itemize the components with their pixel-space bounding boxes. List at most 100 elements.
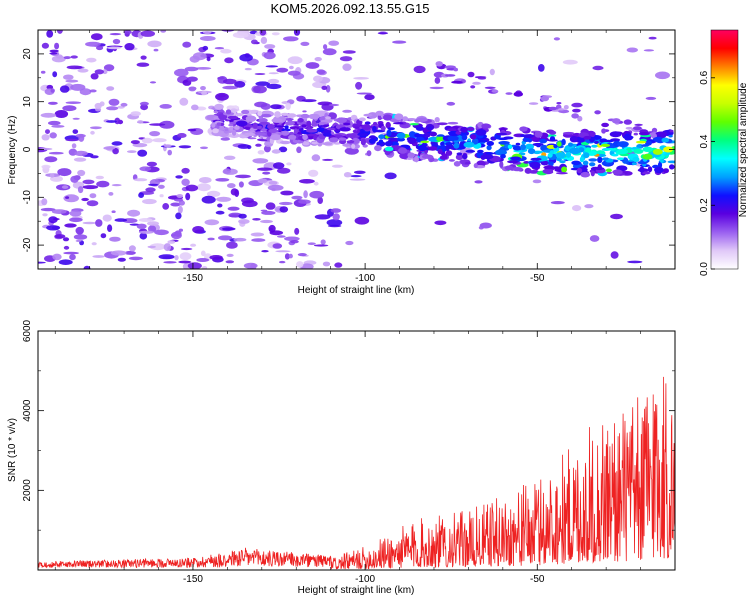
heatmap-cell [355, 81, 363, 90]
heatmap-cell [268, 181, 278, 185]
heatmap-cell [385, 121, 391, 129]
heatmap-cell [408, 118, 416, 121]
heatmap-cell [77, 169, 86, 177]
heatmap-cell [297, 253, 307, 257]
heatmap-cell [265, 202, 276, 210]
heatmap-cell [206, 190, 221, 197]
heatmap-cell [524, 167, 532, 174]
heatmap-cell [568, 142, 573, 147]
heatmap-cell [252, 158, 269, 164]
heatmap-cell [159, 104, 172, 109]
heatmap-cell [286, 113, 297, 118]
heatmap-cell [262, 136, 268, 140]
heatmap-cell [322, 142, 333, 146]
heatmap-cell [308, 113, 320, 120]
heatmap-cell [46, 84, 54, 90]
heatmap-cell [326, 127, 336, 131]
heatmap-cell [73, 234, 88, 240]
heatmap-cell [196, 258, 210, 262]
heatmap-cell [274, 111, 281, 118]
heatmap-cell [463, 141, 475, 148]
heatmap-cell [439, 155, 448, 160]
y-tick-label: 4000 [22, 399, 33, 422]
heatmap-cell [200, 250, 206, 257]
heatmap-cell [82, 221, 97, 225]
heatmap-cell [553, 37, 561, 41]
heatmap-cell [633, 148, 644, 154]
heatmap-cell [342, 63, 352, 71]
heatmap-cell [283, 36, 299, 42]
heatmap-cell [626, 47, 638, 53]
y-tick-label: -10 [22, 190, 33, 205]
heatmap-cell [358, 117, 366, 122]
heatmap-cell [123, 30, 132, 35]
heatmap-cell [92, 255, 105, 258]
heatmap-cell [48, 101, 58, 105]
heatmap-cell [565, 151, 572, 158]
heatmap-cell [284, 118, 294, 121]
heatmap-cell [373, 121, 378, 126]
heatmap-cell [284, 121, 295, 126]
heatmap-cell [333, 142, 341, 145]
heatmap-cell [71, 143, 77, 149]
heatmap-cell [559, 160, 566, 164]
heatmap-cell [86, 57, 97, 63]
heatmap-cell [407, 152, 415, 158]
heatmap-cell [342, 109, 352, 113]
heatmap-cell [107, 224, 113, 232]
heatmap-cell [445, 74, 456, 77]
heatmap-cell [291, 195, 303, 200]
heatmap-cell [261, 113, 272, 118]
heatmap-cell [268, 72, 279, 75]
heatmap-cell [599, 138, 608, 143]
heatmap-cell [222, 85, 238, 90]
x-tick-label: -50 [530, 574, 545, 585]
heatmap-cell [235, 174, 251, 179]
heatmap-cell [287, 70, 301, 76]
y-tick-label: 20 [22, 48, 33, 60]
heatmap-cell [641, 171, 651, 175]
heatmap-cell [63, 56, 71, 60]
heatmap-cell [279, 260, 286, 264]
heatmap-cell [396, 137, 406, 142]
heatmap-cell [583, 135, 591, 140]
heatmap-cell [51, 55, 66, 63]
heatmap-cell [266, 83, 282, 90]
heatmap-cell [175, 175, 183, 179]
y-tick-label: 2000 [22, 479, 33, 502]
heatmap-cell [543, 165, 555, 170]
heatmap-cell [436, 122, 448, 126]
heatmap-cell [648, 36, 657, 40]
heatmap-cell [186, 76, 198, 82]
heatmap-cell [261, 250, 269, 253]
heatmap-cell [325, 85, 331, 93]
heatmap-cell [429, 86, 444, 90]
heatmap-cell [139, 232, 148, 240]
heatmap-cell [387, 127, 395, 131]
heatmap-cell [255, 132, 267, 136]
heatmap-cell [353, 77, 369, 80]
heatmap-cell [69, 217, 83, 223]
heatmap-cell [137, 120, 144, 124]
heatmap-cell [227, 206, 240, 211]
heatmap-cell [427, 146, 438, 151]
x-tick-label: -150 [183, 574, 203, 585]
heatmap-cell [50, 88, 55, 93]
heatmap-cell [398, 147, 408, 154]
heatmap-cell [520, 144, 526, 151]
heatmap-cell [140, 55, 147, 60]
heatmap-cell [202, 45, 209, 51]
heatmap-cell [184, 66, 199, 72]
heatmap-cell [495, 132, 508, 136]
heatmap-cell [384, 141, 393, 147]
heatmap-cell [106, 46, 122, 50]
heatmap-cell [576, 167, 583, 174]
heatmap-cell [120, 102, 128, 107]
heatmap-cell [65, 138, 79, 142]
heatmap-cell [216, 196, 232, 202]
heatmap-cell [89, 126, 102, 130]
heatmap-cell [345, 240, 354, 246]
heatmap-cell [163, 243, 172, 252]
heatmap-cell [95, 175, 105, 180]
